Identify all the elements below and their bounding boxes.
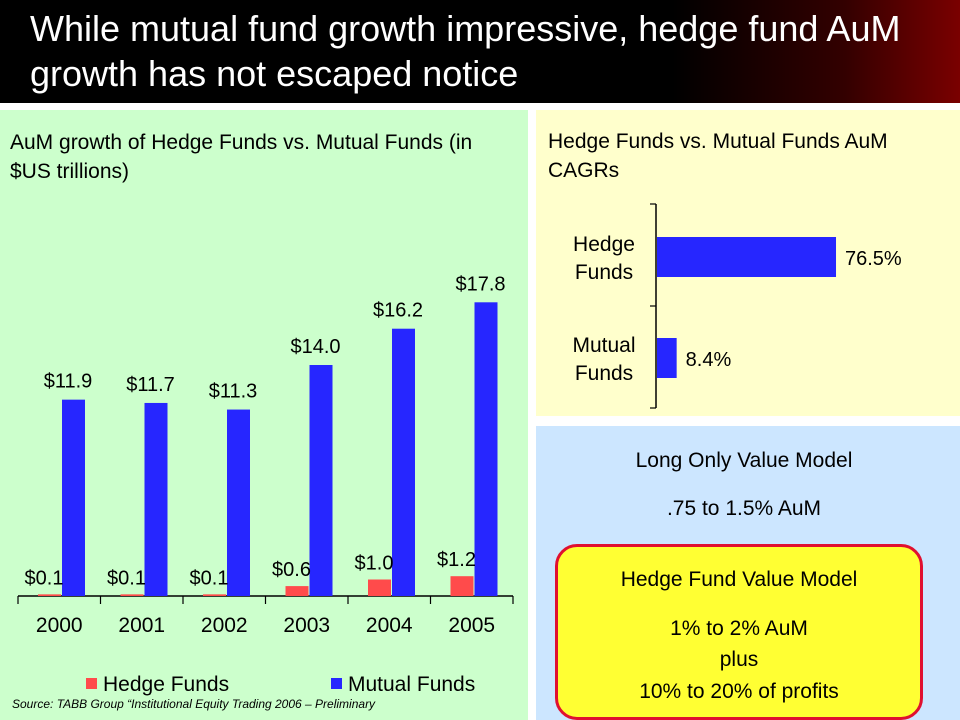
- cagr-value-label: 76.5%: [845, 248, 902, 270]
- mutual-value-label: $11.9: [44, 371, 93, 393]
- mutual-value-label: $11.7: [126, 374, 175, 396]
- mutual-value-label: $17.8: [455, 273, 505, 295]
- cagr-bar-chart: 76.5% Hedge Funds 8.4% Mutual Funds: [572, 203, 902, 409]
- hedge-model-title: Hedge Fund Value Model: [620, 568, 858, 591]
- bar-chart-title: AuM growth of Hedge Funds vs. Mutual Fun…: [10, 131, 473, 183]
- x-tick-label: 2003: [283, 614, 330, 637]
- cagr-bar: [657, 237, 837, 277]
- legend-swatch-hedge: [86, 678, 97, 689]
- hedge-fund-model-box: Hedge Fund Value Model 1% to 2% AuM plus…: [555, 544, 923, 720]
- hedge-fund-bar: [120, 594, 144, 596]
- legend-label-hedge: Hedge Funds: [103, 673, 229, 696]
- mutual-fund-bar: [144, 402, 168, 596]
- cagr-category-label: Funds: [575, 362, 633, 385]
- hedge-value-label: $0.1: [107, 567, 146, 589]
- long-only-title: Long Only Value Model: [635, 449, 853, 472]
- hedge-value-label: $0.6: [272, 559, 311, 581]
- hedge-fund-bar: [368, 579, 391, 596]
- x-tick-label: 2001: [118, 614, 165, 637]
- hedge-value-label: $1.0: [355, 553, 394, 575]
- mutual-value-label: $14.0: [290, 336, 340, 358]
- cagr-chart-title: Hedge Funds vs. Mutual Funds AuM CAGRs: [548, 130, 888, 182]
- title-bar: While mutual fund growth impressive, hed…: [0, 0, 960, 103]
- legend-swatch-mutual: [331, 678, 342, 689]
- x-tick-label: 2000: [36, 614, 83, 637]
- mutual-fund-bar: [227, 409, 250, 596]
- hedge-model-plus: plus: [719, 648, 759, 671]
- cagr-bar: [657, 338, 677, 378]
- mutual-fund-bar: [474, 302, 498, 596]
- hedge-fund-bar: [285, 586, 309, 596]
- aum-bar-chart: 2000 $0.1 $11.9 2001 $0.1 $11.7 2002 $0.1 $11.3 2…: [17, 273, 514, 696]
- mutual-value-label: $11.3: [209, 381, 258, 403]
- hedge-fund-bar: [450, 576, 474, 596]
- mutual-fund-bar: [392, 328, 415, 596]
- hedge-fund-bar: [38, 594, 61, 596]
- hedge-model-profit: 10% to 20% of profits: [639, 680, 839, 703]
- x-tick-label: 2002: [201, 614, 248, 637]
- mutual-fund-bar: [62, 399, 85, 596]
- cagr-category-label: Hedge: [573, 233, 635, 256]
- mutual-value-label: $16.2: [373, 300, 423, 322]
- mutual-fund-bar: [309, 365, 333, 596]
- x-tick-label: 2004: [366, 614, 413, 637]
- hedge-value-label: $1.2: [437, 549, 476, 571]
- long-only-fee: .75 to 1.5% AuM: [666, 497, 822, 520]
- hedge-model-fee: 1% to 2% AuM: [670, 617, 808, 640]
- x-tick-label: 2005: [448, 614, 495, 637]
- cagr-category-label: Mutual: [572, 334, 635, 357]
- cagr-value-label: 8.4%: [686, 349, 732, 371]
- hedge-value-label: $0.1: [190, 567, 229, 589]
- cagr-category-label: Funds: [575, 261, 633, 284]
- hedge-fund-bar: [203, 594, 226, 596]
- source-note: Source: TABB Group “Institutional Equity…: [12, 697, 376, 711]
- hedge-value-label: $0.1: [25, 567, 64, 589]
- slide-title: While mutual fund growth impressive, hed…: [30, 8, 901, 94]
- left-panel: [0, 110, 528, 720]
- legend-label-mutual: Mutual Funds: [348, 673, 475, 696]
